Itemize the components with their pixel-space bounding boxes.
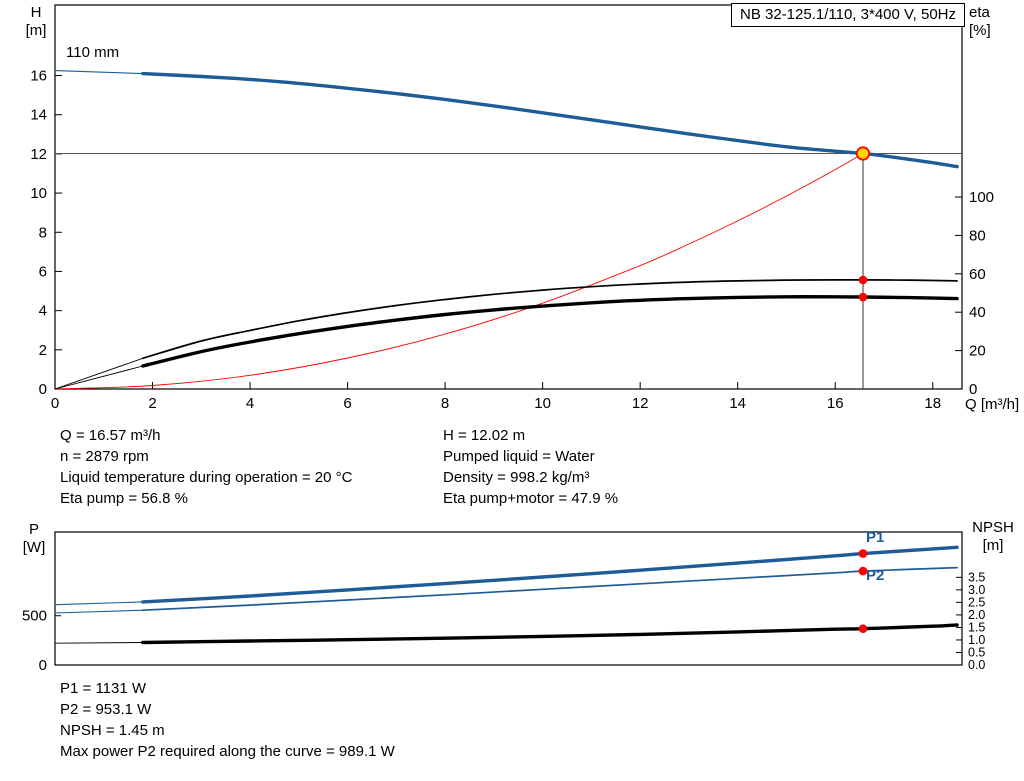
- eta-pump-motor-lead: [54, 365, 144, 390]
- npsh-curve: [141, 623, 959, 645]
- npsh-lead: [54, 642, 144, 644]
- npsh-axis-unit: [m]: [982, 537, 1004, 554]
- eta-pump-motor-curve: [141, 295, 959, 368]
- impeller-diameter-label: 110 mm: [66, 44, 120, 61]
- q-tick-label: 12: [632, 395, 649, 412]
- eta-pump-point: [858, 275, 868, 285]
- h-tick-label: 4: [39, 303, 47, 320]
- npsh-tick-label: 1.0: [968, 633, 985, 647]
- p2-curve-label: P2: [866, 567, 885, 584]
- eta-axis-symbol: eta: [969, 4, 990, 21]
- q-tick-label: 18: [924, 395, 941, 412]
- npsh-tick-label: 0.5: [968, 645, 985, 659]
- h-tick-label: 6: [39, 263, 47, 280]
- duty-head-text: H = 12.02 m: [443, 427, 526, 444]
- p-axis-label: P [W]: [14, 521, 54, 557]
- p1-point: [858, 549, 868, 558]
- h-tick-label: 16: [30, 68, 47, 85]
- q-axis-label: Q [m³/h]: [965, 396, 1020, 413]
- eta-tick-label: 40: [969, 304, 986, 321]
- max-power-text: Max power P2 required along the curve = …: [60, 743, 395, 760]
- npsh-point: [858, 624, 868, 633]
- eta-tick-label: 80: [969, 227, 986, 244]
- p-tick-label: 0: [39, 657, 47, 674]
- h-tick-label: 10: [30, 185, 47, 202]
- eta-axis-unit: [%]: [969, 22, 991, 39]
- p-axis-unit: [W]: [22, 539, 46, 556]
- p1-curve-label: P1: [866, 529, 885, 546]
- eta-pump-motor-text: Eta pump+motor = 47.9 %: [443, 490, 619, 507]
- npsh-axis-label: NPSH [m]: [966, 519, 1020, 555]
- eta-pump-lead: [54, 357, 144, 390]
- npsh-tick-label: 3.5: [968, 570, 985, 584]
- npsh-text: NPSH = 1.45 m: [60, 722, 165, 739]
- q-tick-label: 0: [51, 395, 59, 412]
- p2-lead: [54, 609, 144, 614]
- p-axis-symbol: P: [28, 521, 39, 538]
- h-tick-label: 12: [30, 146, 47, 163]
- eta-pump-motor-point: [858, 292, 868, 302]
- npsh-tick-label: 2.0: [968, 608, 985, 622]
- npsh-tick-label: 1.5: [968, 620, 985, 634]
- operating-point-left-column: Q = 16.57 m³/h n = 2879 rpm Liquid tempe…: [60, 425, 352, 509]
- liquid-temperature-text: Liquid temperature during operation = 20…: [60, 469, 353, 486]
- eta-pump-curve: [141, 279, 958, 360]
- npsh-axis-symbol: NPSH: [972, 519, 1014, 536]
- eta-tick-label: 60: [969, 266, 986, 283]
- h-axis-label: H [m]: [16, 4, 56, 40]
- q-tick-label: 6: [343, 395, 351, 412]
- p2-point: [858, 566, 868, 576]
- npsh-tick-label: 3.0: [968, 583, 985, 597]
- eta-pump-text: Eta pump = 56.8 %: [60, 490, 188, 507]
- density-text: Density = 998.2 kg/m³: [443, 469, 590, 486]
- eta-tick-label: 0: [969, 381, 977, 398]
- pump-curve: [141, 71, 959, 169]
- p2-text: P2 = 953.1 W: [60, 701, 152, 718]
- npsh-tick-label: 2.5: [968, 595, 985, 609]
- q-tick-label: 8: [441, 395, 449, 412]
- operating-point-right-column: H = 12.02 m Pumped liquid = Water Densit…: [443, 425, 618, 509]
- p1-text: P1 = 1131 W: [60, 680, 147, 697]
- pump-type-box: NB 32-125.1/110, 3*400 V, 50Hz: [731, 3, 965, 27]
- pumped-liquid-text: Pumped liquid = Water: [443, 448, 595, 465]
- npsh-tick-label: 0.0: [968, 658, 985, 672]
- p1-lead: [54, 601, 144, 606]
- h-tick-label: 14: [30, 107, 47, 124]
- speed-text: n = 2879 rpm: [60, 448, 149, 465]
- p-tick-label: 500: [22, 608, 47, 625]
- pump-type-text: NB 32-125.1/110, 3*400 V, 50Hz: [740, 6, 956, 23]
- eta-tick-label: 20: [969, 343, 986, 360]
- power-chart-frame: [54, 531, 963, 666]
- pump-curve-lead: [54, 70, 144, 75]
- q-tick-label: 14: [729, 395, 746, 412]
- eta-tick-label: 100: [969, 189, 994, 206]
- q-tick-label: 10: [534, 395, 551, 412]
- h-tick-label: 2: [39, 342, 47, 359]
- eta-axis-label: eta [%]: [969, 4, 1019, 40]
- p1-curve: [141, 545, 959, 604]
- h-axis-symbol: H: [30, 4, 42, 21]
- system-curve: [54, 153, 864, 390]
- q-tick-label: 16: [827, 395, 844, 412]
- p2-curve: [141, 566, 958, 612]
- duty-flow-text: Q = 16.57 m³/h: [60, 427, 161, 444]
- q-tick-label: 2: [148, 395, 156, 412]
- h-tick-label: 0: [39, 381, 47, 398]
- h-axis-unit: [m]: [25, 22, 47, 39]
- q-tick-label: 4: [246, 395, 254, 412]
- power-info-block: P1 = 1131 W P2 = 953.1 W NPSH = 1.45 m M…: [60, 678, 395, 762]
- duty-point: [855, 146, 871, 161]
- h-tick-label: 8: [39, 224, 47, 241]
- hq-chart-frame: [54, 4, 963, 390]
